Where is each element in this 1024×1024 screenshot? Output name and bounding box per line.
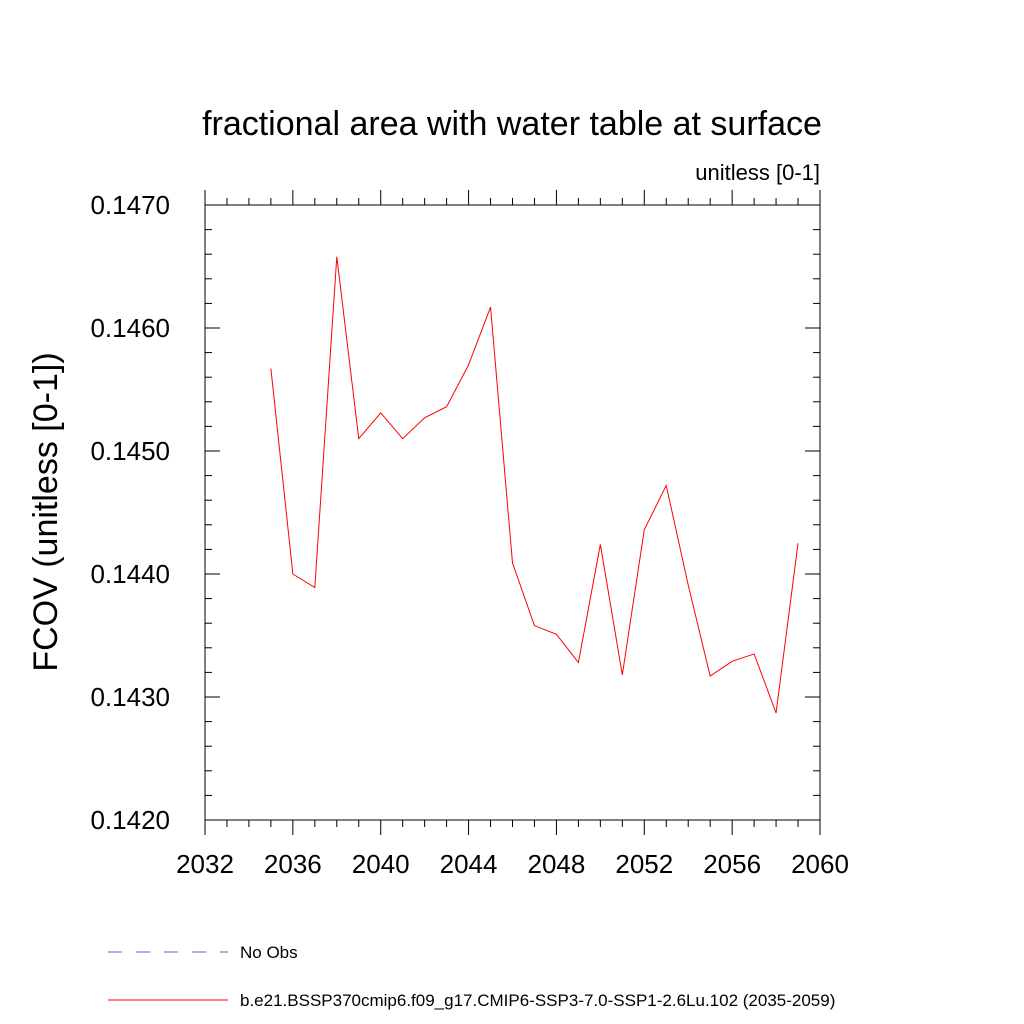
x-tick-label: 2056 <box>703 849 761 879</box>
legend: No Obs b.e21.BSSP370cmip6.f09_g17.CMIP6-S… <box>108 943 835 1010</box>
chart-subtitle: unitless [0-1] <box>695 160 820 185</box>
y-tick-label: 0.1460 <box>90 313 170 343</box>
y-tick-label: 0.1430 <box>90 682 170 712</box>
plot-frame <box>204 204 821 821</box>
series-line <box>270 256 799 714</box>
chart-title: fractional area with water table at surf… <box>202 105 822 143</box>
series-group <box>270 256 799 714</box>
x-tick-label: 2040 <box>352 849 410 879</box>
y-tick-label: 0.1470 <box>90 190 170 220</box>
y-tick-label: 0.1420 <box>90 805 170 835</box>
y-axis-label: FCOV (unitless [0-1]) <box>27 352 65 671</box>
x-tick-label: 2060 <box>791 849 849 879</box>
x-tick-label: 2036 <box>264 849 322 879</box>
y-tick-label: 0.1440 <box>90 559 170 589</box>
x-tick-label: 2048 <box>528 849 586 879</box>
x-tick-label: 2044 <box>440 849 498 879</box>
legend-label: b.e21.BSSP370cmip6.f09_g17.CMIP6-SSP3-7.… <box>240 991 835 1010</box>
legend-label: No Obs <box>240 943 298 962</box>
x-tick-label: 2052 <box>615 849 673 879</box>
x-tick-label: 2032 <box>176 849 234 879</box>
axis-ticks <box>204 190 821 835</box>
tick-labels: 2032 2036 2040 2044 2048 2052 2056 2060 0.1420 0.… <box>90 190 848 879</box>
y-tick-label: 0.1450 <box>90 436 170 466</box>
